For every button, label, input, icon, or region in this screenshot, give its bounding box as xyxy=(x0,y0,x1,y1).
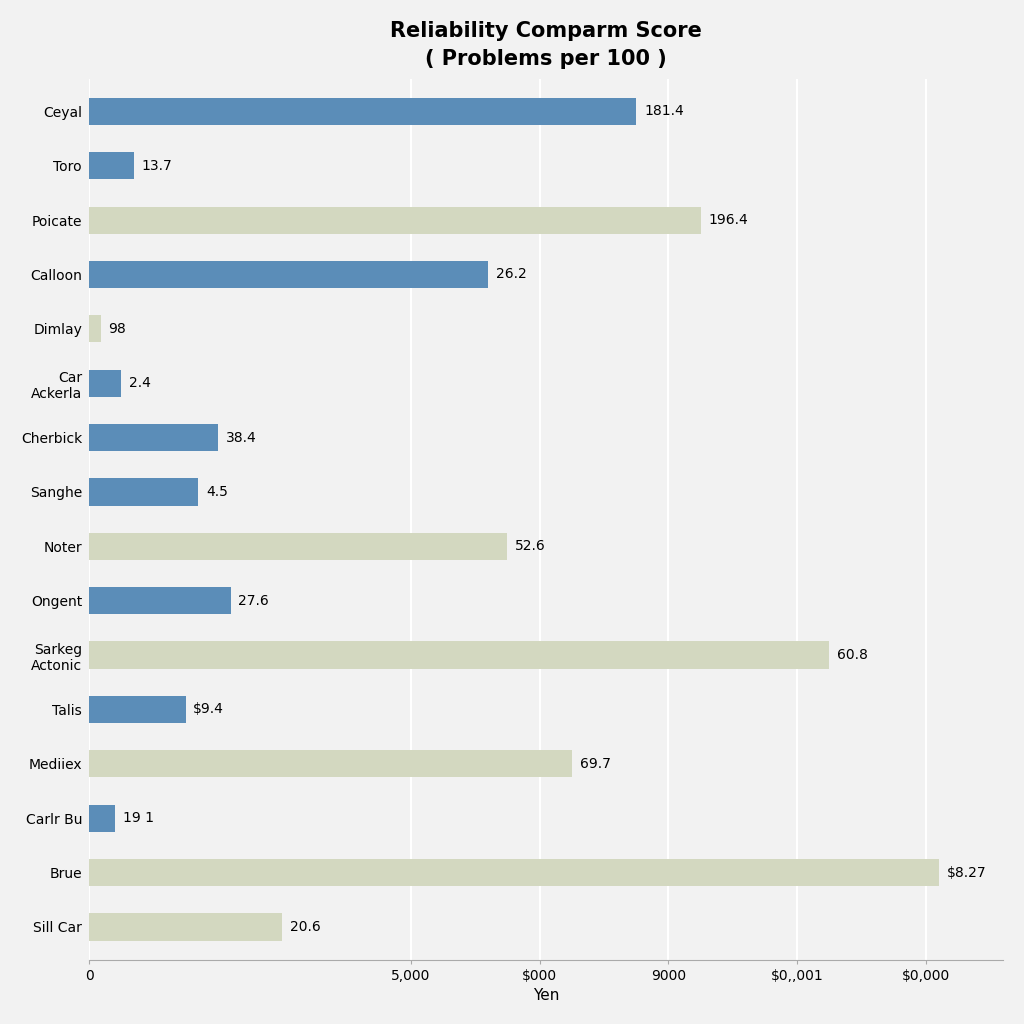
Text: 19 1: 19 1 xyxy=(123,811,154,825)
Text: 26.2: 26.2 xyxy=(496,267,526,282)
Text: 38.4: 38.4 xyxy=(225,430,256,444)
Bar xyxy=(89,751,571,777)
Bar xyxy=(89,207,700,233)
Bar xyxy=(89,913,283,941)
Bar xyxy=(89,370,121,397)
Bar xyxy=(89,641,829,669)
Text: 181.4: 181.4 xyxy=(644,104,684,119)
Bar xyxy=(89,532,508,560)
Text: 2.4: 2.4 xyxy=(129,376,151,390)
Text: 13.7: 13.7 xyxy=(141,159,173,173)
Text: 20.6: 20.6 xyxy=(290,920,321,934)
Bar xyxy=(89,859,939,886)
Bar xyxy=(89,805,115,831)
Text: 98: 98 xyxy=(109,322,126,336)
Bar xyxy=(89,424,218,452)
Title: Reliability Comparm Score
( Problems per 100 ): Reliability Comparm Score ( Problems per… xyxy=(390,20,702,69)
Bar xyxy=(89,97,636,125)
X-axis label: Yen: Yen xyxy=(532,988,559,1004)
Bar xyxy=(89,315,100,342)
Text: 60.8: 60.8 xyxy=(837,648,868,663)
Text: $8.27: $8.27 xyxy=(946,865,986,880)
Bar xyxy=(89,261,488,288)
Text: 196.4: 196.4 xyxy=(709,213,749,227)
Text: 4.5: 4.5 xyxy=(206,485,228,499)
Bar xyxy=(89,153,134,179)
Bar xyxy=(89,696,185,723)
Bar xyxy=(89,587,230,614)
Text: 52.6: 52.6 xyxy=(515,540,546,553)
Text: $9.4: $9.4 xyxy=(194,702,224,717)
Text: 27.6: 27.6 xyxy=(239,594,269,607)
Text: 69.7: 69.7 xyxy=(580,757,610,771)
Bar xyxy=(89,478,199,506)
